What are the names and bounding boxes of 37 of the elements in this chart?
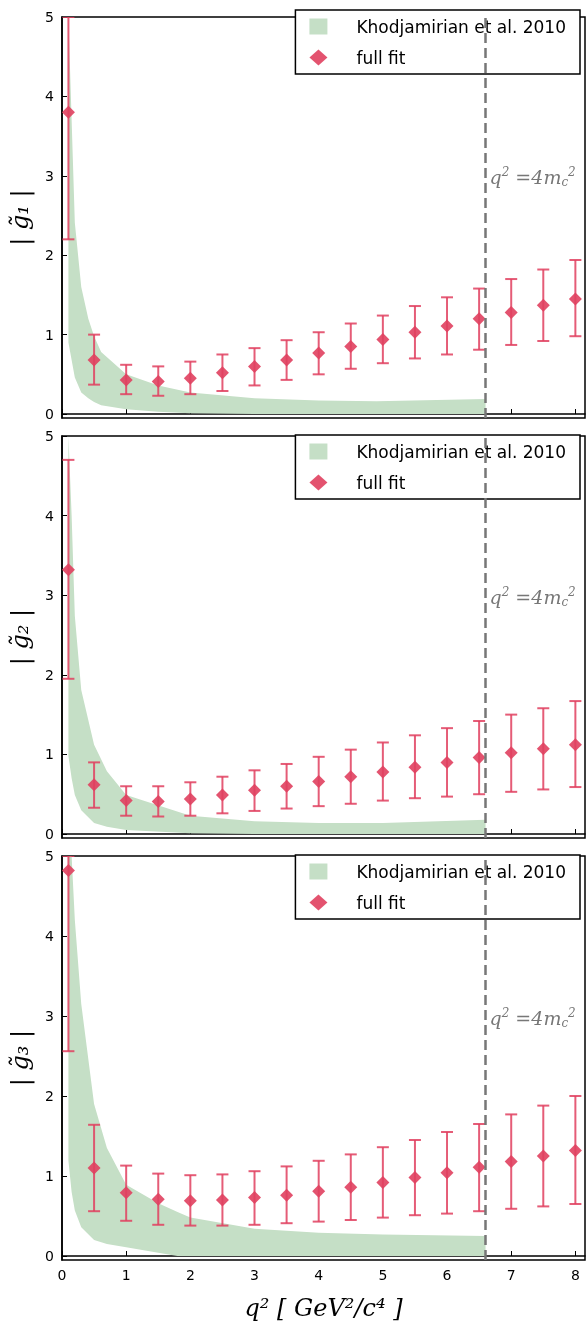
y-tick-label: 2 [45, 1088, 54, 1104]
y-tick-label: 3 [45, 167, 54, 184]
legend-label: Khodjamirian et al. 2010 [356, 441, 567, 462]
y-tick-label: 5 [45, 9, 54, 25]
x-tick-label: 7 [506, 1267, 516, 1283]
x-tick-label: 8 [570, 1267, 580, 1283]
y-tick-label: 0 [45, 1248, 54, 1264]
x-axis-title: q² [ GeV²/c⁴ ] [244, 1294, 404, 1322]
x-tick-label: 0 [57, 1267, 67, 1283]
y-tick-label: 5 [45, 848, 54, 864]
y-tick-label: 2 [45, 247, 54, 264]
x-tick-label: 3 [250, 1267, 259, 1283]
y-axis-title: | g̃₁ | [6, 189, 35, 246]
y-tick-label: 0 [45, 826, 54, 843]
y-axis-title: | g̃₂ | [6, 608, 35, 666]
legend-label: Khodjamirian et al. 2010 [356, 16, 567, 37]
y-tick-label: 1 [45, 1168, 54, 1184]
legend-label: Khodjamirian et al. 2010 [356, 861, 567, 882]
y-tick-label: 5 [45, 428, 54, 444]
x-tick-label: 1 [121, 1267, 131, 1283]
legend-label: full fit [356, 892, 406, 913]
x-tick-label: 6 [442, 1267, 452, 1283]
legend-label: full fit [356, 47, 406, 68]
x-tick-label: 4 [314, 1267, 324, 1283]
legend-label: full fit [356, 472, 406, 493]
y-tick-label: 1 [45, 746, 54, 763]
x-tick-label: 2 [185, 1267, 195, 1283]
x-tick-label: 5 [378, 1267, 388, 1283]
y-tick-label: 4 [45, 88, 55, 105]
y-axis-title: | g̃₃ | [6, 1029, 35, 1087]
y-tick-label: 0 [45, 406, 54, 423]
y-tick-label: 2 [45, 666, 54, 683]
y-tick-label: 3 [45, 587, 54, 604]
y-tick-label: 4 [45, 928, 55, 944]
y-tick-label: 4 [45, 507, 55, 524]
y-tick-label: 1 [45, 326, 54, 343]
y-tick-label: 3 [45, 1008, 54, 1024]
